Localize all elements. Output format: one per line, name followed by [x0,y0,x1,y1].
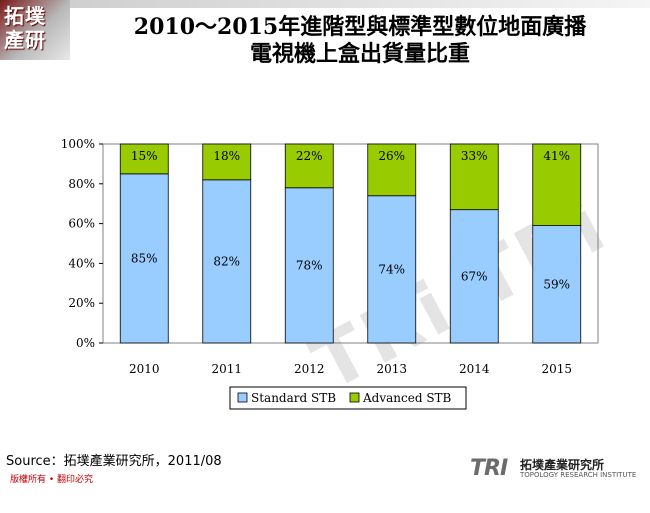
brand-logo: TRI 拓墣產業研究所 TOPOLOGY RESEARCH INSTITUTE [470,456,645,482]
brand-name: 拓墣產業研究所 [520,458,605,472]
x-tick-label: 2015 [541,362,572,376]
x-tick-label: 2014 [459,362,490,376]
bar-data-label: 22% [296,149,323,163]
bar-data-label: 15% [131,149,158,163]
bar-data-label: 85% [131,251,158,265]
x-tick-label: 2012 [294,362,325,376]
x-tick-label: 2013 [376,362,407,376]
legend-label-advanced: Advanced STB [362,391,452,405]
advanced-stb-bar [367,143,417,197]
bar-data-label: 78% [296,258,323,272]
plot-area-frame [102,143,599,344]
y-tick-label: 20% [68,296,95,310]
logo: 拓墣 產研 [0,0,70,60]
source-note: Source：拓墣產業研究所，2011/08 [6,454,222,469]
advanced-stb-bar [449,143,499,211]
standard-stb-bar [202,179,252,344]
standard-stb-bar [119,173,169,344]
standard-stb-bar [532,225,582,344]
bar-data-label: 26% [378,149,405,163]
logo-text: 拓墣 產研 [4,4,46,52]
slide: 拓墣 產研 TRi TRi 2010～2015年進階型與標準型數位地面廣播 電視… [0,0,650,485]
y-tick-label: 100% [61,137,95,151]
advanced-stb-bar [532,143,582,226]
bar-data-label: 59% [543,277,570,291]
bar-data-label: 74% [378,262,405,276]
y-tick-label: 60% [68,217,95,231]
title-line-2: 電視機上盒出貨量比重 [249,41,470,67]
legend-label-standard: Standard STB [251,391,336,405]
bar-data-label: 82% [213,254,240,268]
x-tick-label: 2010 [129,362,160,376]
standard-stb-bar [449,209,499,344]
bar-data-label: 67% [461,269,488,283]
advanced-stb-bar [119,143,169,175]
bar-data-label: 33% [461,149,488,163]
page-title: 2010～2015年進階型與標準型數位地面廣播 電視機上盒出貨量比重 [80,14,640,68]
bar-data-label: 41% [543,149,570,163]
title-line-1: 2010～2015年進階型與標準型數位地面廣播 [133,14,587,40]
y-tick-label: 80% [68,177,95,191]
legend-swatch-standard [237,392,248,403]
brand-tri-mark: TRI [470,456,508,481]
brand-english-name: TOPOLOGY RESEARCH INSTITUTE [520,471,637,479]
top-shade [70,0,650,8]
legend-swatch-advanced [349,392,360,403]
standard-stb-bar [367,195,417,344]
x-tick-label: 2011 [211,362,242,376]
bar-data-label: 18% [213,149,240,163]
y-tick-label: 40% [68,256,95,270]
standard-stb-bar [284,187,334,344]
y-tick-label: 0% [76,336,95,350]
advanced-stb-bar [202,143,252,181]
copyright-note: 版權所有 • 翻印必究 [10,475,94,485]
stacked-bar-chart: 0% 20% 40% 60% 80% 100% 85% 15% 2010 82% 18% 2011 78… [61,137,599,410]
advanced-stb-bar [284,143,334,189]
legend-box [229,386,467,410]
